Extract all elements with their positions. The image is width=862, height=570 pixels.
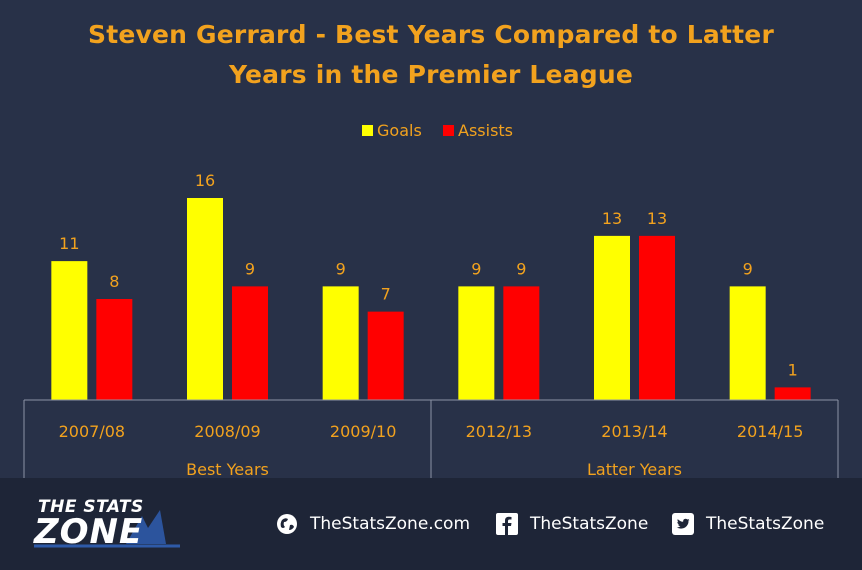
legend-swatch-assists (443, 125, 454, 136)
data-label-assists-2008-09: 9 (245, 259, 255, 278)
facebook-icon (496, 513, 518, 535)
bar-goals-2013-14 (594, 235, 630, 400)
logo-top-text: THE STATS (38, 497, 144, 517)
bar-assists-2008-09 (232, 286, 268, 400)
facebook-text: TheStatsZone (530, 514, 649, 534)
website-text: TheStatsZone.com (310, 514, 471, 534)
stats-zone-logo: THE STATS ZONE (30, 492, 200, 558)
x-tick-label: 2009/10 (330, 422, 396, 441)
logo-graphic (34, 510, 180, 548)
bar-assists-2012-13 (503, 286, 540, 400)
bar-assists-2013-14 (639, 235, 675, 400)
chart-area: Steven Gerrard - Best Years Compared to … (23, 20, 839, 478)
data-label-goals-2012-13: 9 (471, 259, 481, 278)
bar-assists-2007-08 (96, 299, 133, 400)
data-label-assists-2013-14: 13 (647, 209, 667, 228)
twitter-text: TheStatsZone (706, 514, 825, 534)
bar-goals-2009-10 (322, 286, 359, 400)
bar-assists-2009-10 (367, 311, 404, 400)
globe-icon (277, 514, 297, 534)
legend-label-goals: Goals (377, 121, 422, 140)
x-tick-label: 2014/15 (737, 422, 803, 441)
bar-goals-2012-13 (458, 286, 495, 400)
data-label-goals-2014-15: 9 (743, 259, 753, 278)
bar-goals-2008-09 (187, 198, 223, 400)
data-label-goals-2007-08: 11 (59, 234, 79, 253)
twitter-link[interactable]: TheStatsZone (672, 512, 824, 536)
facebook-link[interactable]: TheStatsZone (496, 512, 648, 536)
data-label-assists-2014-15: 1 (788, 360, 798, 379)
twitter-icon (672, 513, 694, 535)
x-tick-label: 2013/14 (601, 422, 667, 441)
x-tick-label: 2007/08 (59, 422, 125, 441)
data-label-goals-2009-10: 9 (336, 259, 346, 278)
website-link[interactable]: TheStatsZone.com (276, 512, 470, 536)
legend-label-assists: Assists (458, 121, 513, 140)
bar-goals-2014-15 (729, 286, 766, 400)
data-label-goals-2008-09: 16 (195, 171, 215, 190)
chart-title-line-2: Years in the Premier League (228, 60, 634, 89)
footer: THE STATS ZONE TheStatsZone.com TheStats… (0, 478, 862, 570)
group-label: Best Years (186, 460, 269, 478)
bar-assists-2014-15 (774, 387, 811, 400)
bar-goals-2007-08 (51, 261, 88, 400)
x-tick-label: 2012/13 (466, 422, 532, 441)
data-label-assists-2012-13: 9 (516, 259, 526, 278)
chart-title-line-1: Steven Gerrard - Best Years Compared to … (87, 20, 774, 49)
bar-chart: Goals Assists 11 8 2007/08 16 9 2008/09 9 7 2009/1… (23, 121, 839, 478)
legend-swatch-goals (362, 125, 373, 136)
x-tick-label: 2008/09 (194, 422, 260, 441)
data-label-assists-2007-08: 8 (109, 272, 119, 291)
data-label-assists-2009-10: 7 (381, 285, 391, 304)
data-label-goals-2013-14: 13 (602, 209, 622, 228)
logo-main-text: ZONE (34, 512, 144, 552)
group-label: Latter Years (587, 460, 682, 478)
